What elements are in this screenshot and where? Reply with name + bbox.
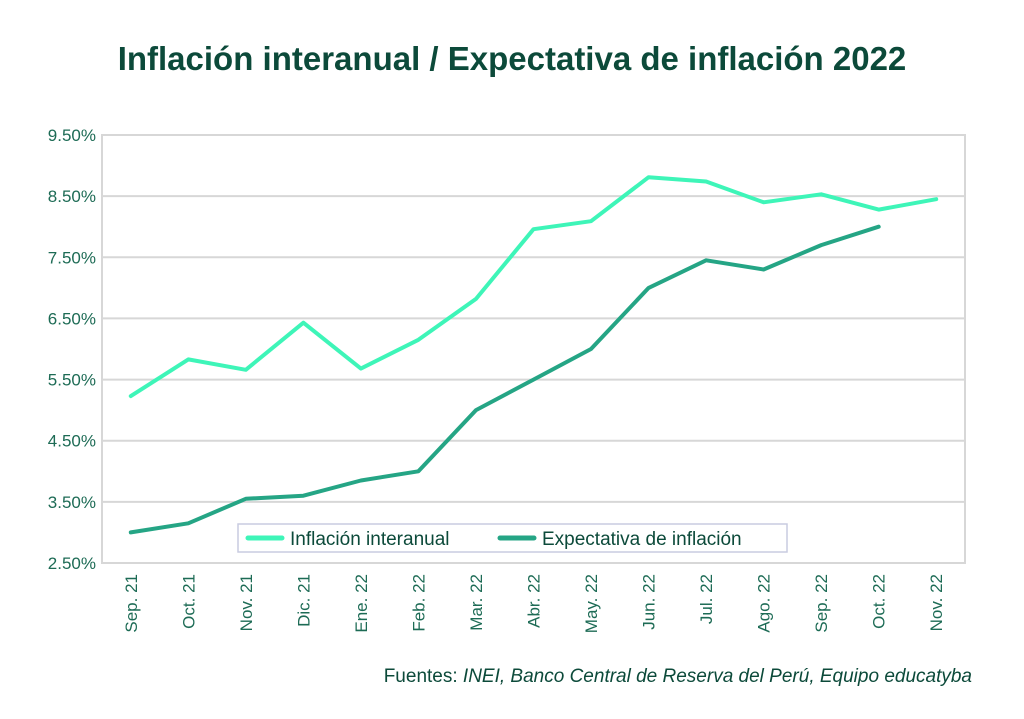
y-tick-label: 6.50%: [48, 309, 96, 328]
source-lead: Fuentes:: [383, 666, 458, 687]
series-line-2: [128, 224, 881, 535]
y-tick-label: 4.50%: [48, 432, 96, 451]
chart-title: Inflación interanual / Expectativa de in…: [117, 40, 907, 77]
y-tick-label: 7.50%: [48, 248, 96, 267]
series-lines: [128, 175, 939, 535]
legend-label-1: Inflación interanual: [290, 529, 450, 550]
x-tick-label: Ago. 22: [755, 574, 774, 633]
x-tick-label: Nov. 22: [927, 574, 946, 631]
source-names: INEI, Banco Central de Reserva del Perú,…: [462, 666, 972, 687]
x-tick-label: May. 22: [582, 574, 601, 633]
y-tick-label: 3.50%: [48, 493, 96, 512]
x-tick-label: Oct. 22: [870, 574, 889, 629]
y-tick-label: 5.50%: [48, 371, 96, 390]
y-tick-label: 9.50%: [48, 126, 96, 145]
y-tick-label: 8.50%: [48, 187, 96, 206]
x-tick-label: Oct. 21: [179, 574, 198, 629]
series-line-1: [128, 175, 939, 399]
x-tick-label: Dic. 21: [294, 574, 313, 627]
y-axis-ticks: 2.50% 3.50% 4.50% 5.50% 6.50% 7.50% 8.50% 9.50%: [48, 126, 96, 573]
x-axis-ticks: Sep. 21 Oct. 21 Nov. 21 Dic. 21 Ene. 22 Feb. …: [122, 574, 946, 633]
y-tick-label: 2.50%: [48, 554, 96, 573]
x-tick-label: Jun. 22: [640, 574, 659, 630]
source-note: Fuentes: INEI, Banco Central de Reserva …: [384, 666, 972, 688]
x-tick-label: Sep. 21: [122, 574, 141, 633]
x-tick-label: Ene. 22: [352, 574, 371, 633]
legend: Inflación interanual Expectativa de infla…: [237, 523, 788, 553]
x-tick-label: Jul. 22: [697, 574, 716, 624]
x-tick-label: Feb. 22: [409, 574, 428, 632]
legend-label-2: Expectativa de inflación: [542, 529, 742, 550]
x-tick-label: Nov. 21: [237, 574, 256, 631]
x-tick-label: Sep. 22: [812, 574, 831, 633]
x-tick-label: Abr. 22: [525, 574, 544, 628]
x-tick-label: Mar. 22: [467, 574, 486, 631]
